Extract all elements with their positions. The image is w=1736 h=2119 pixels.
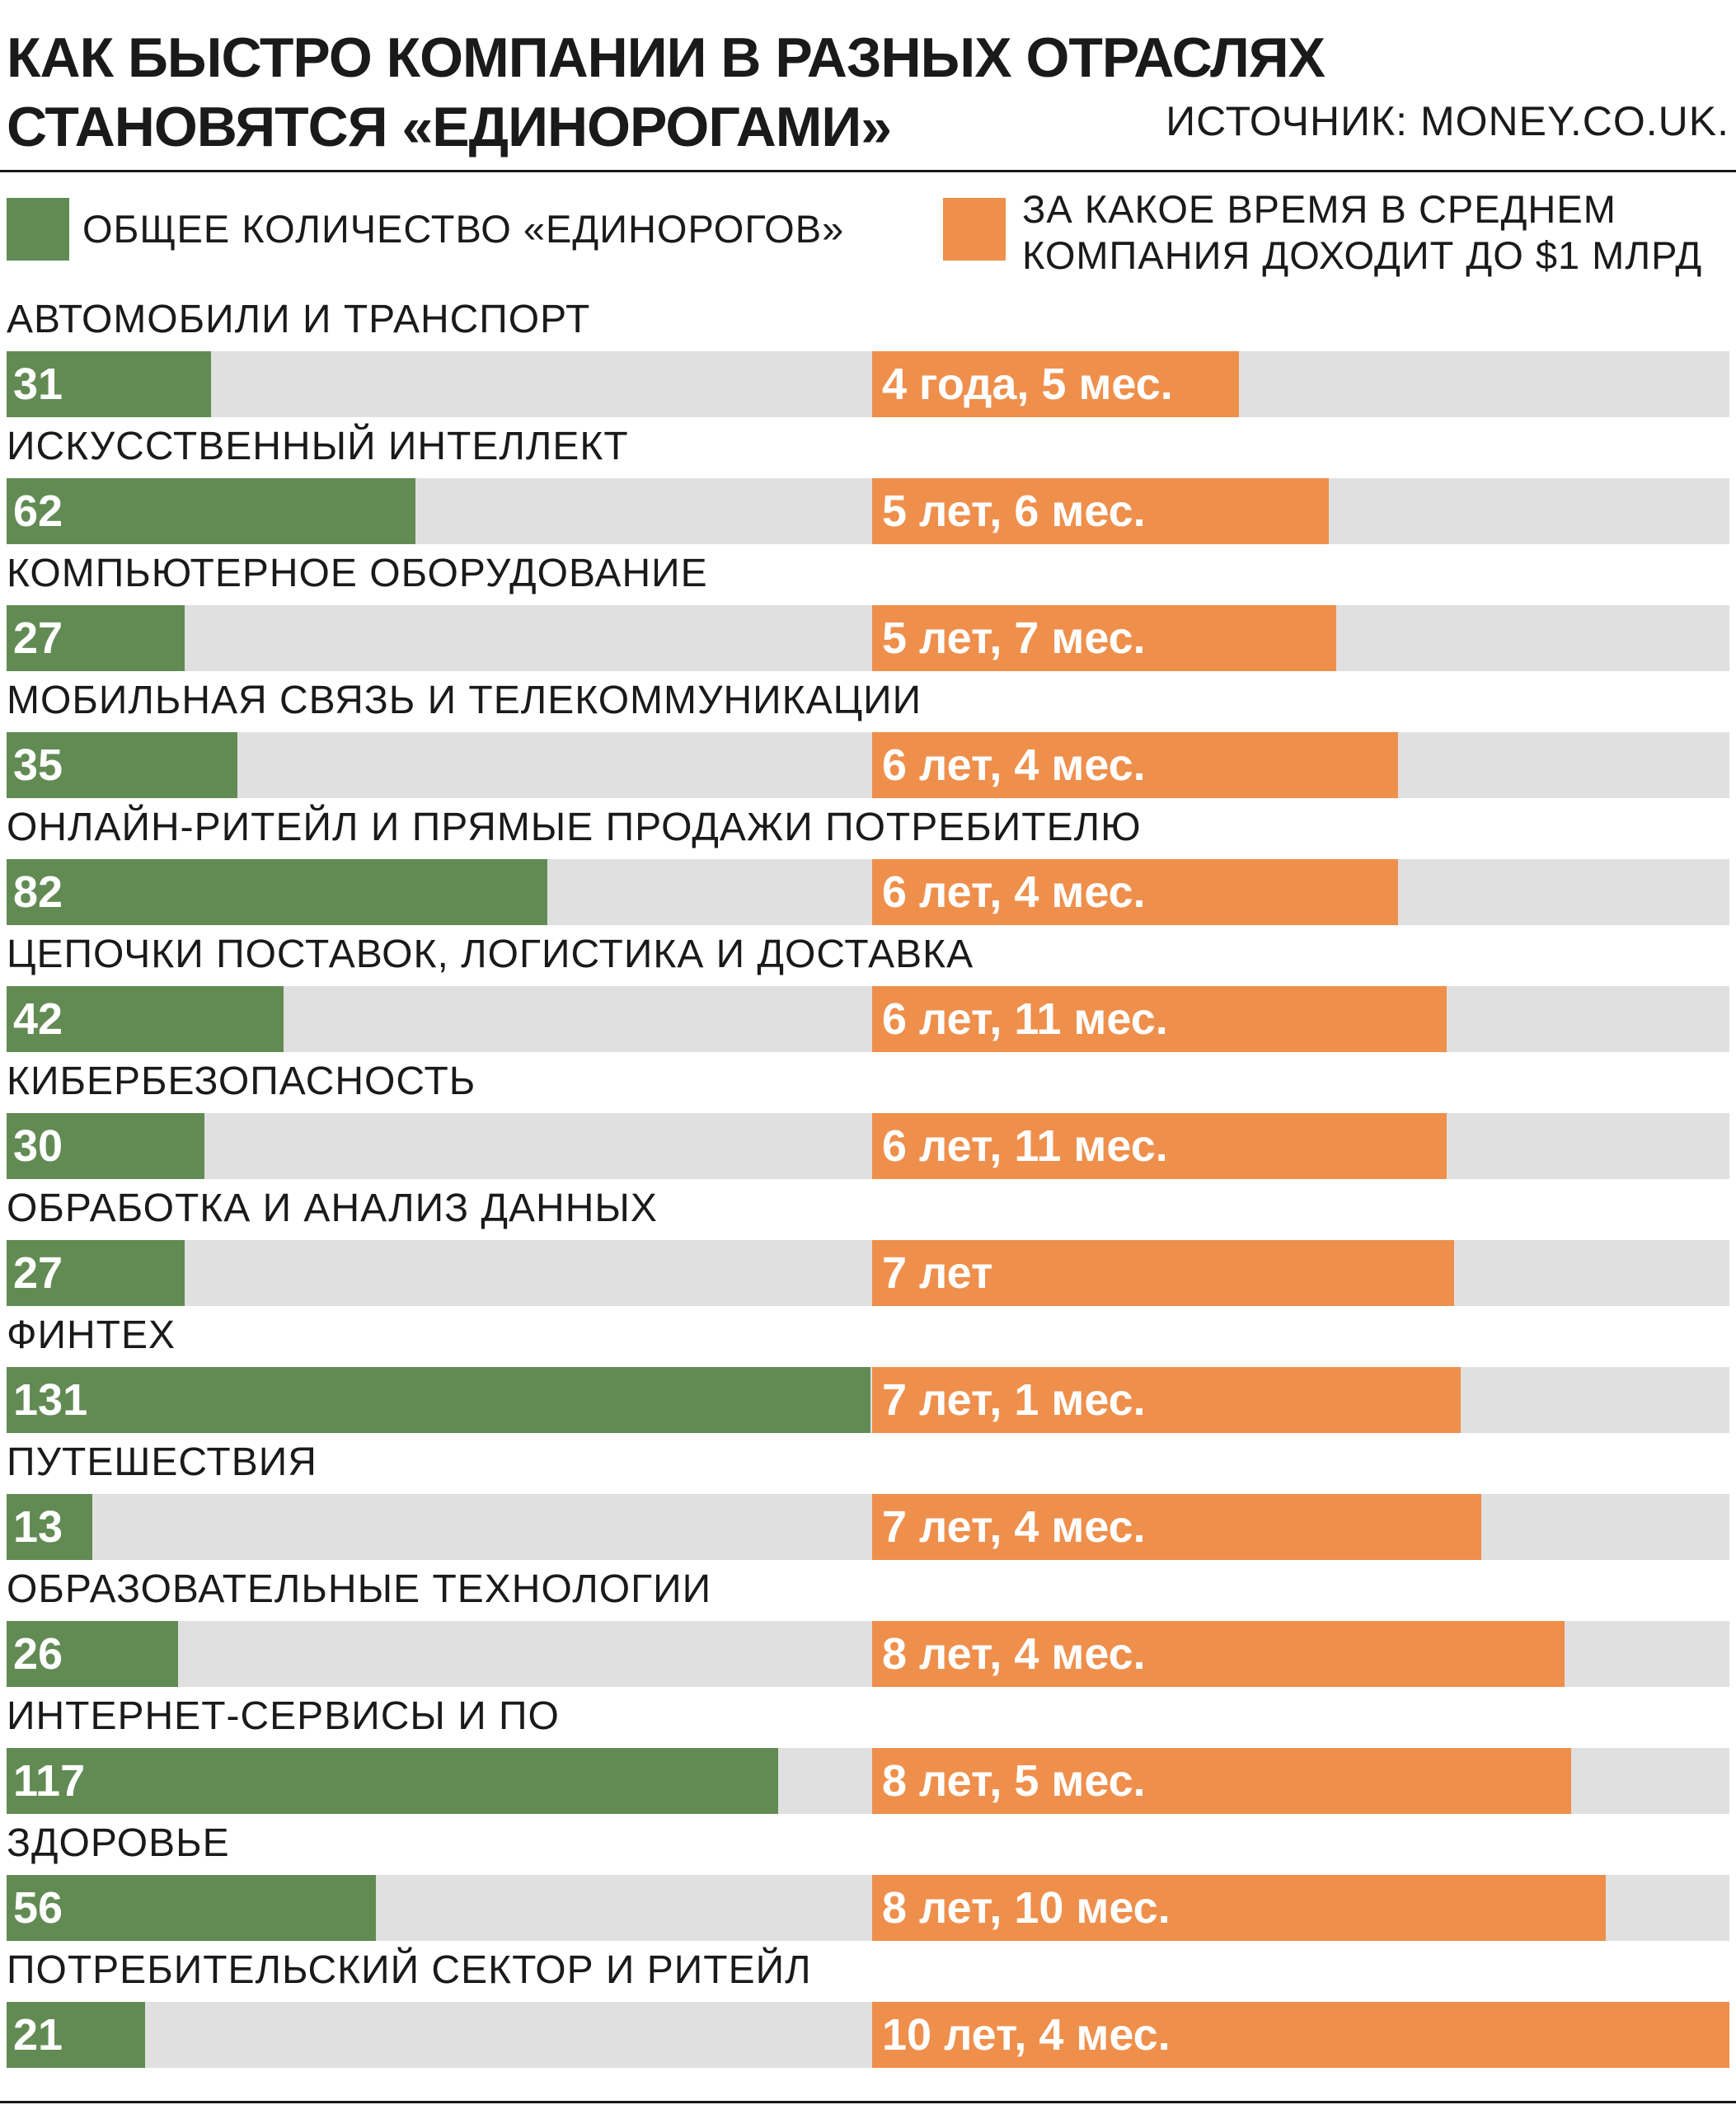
unicorn-count-value: 82 bbox=[13, 867, 63, 917]
time-to-billion-bar bbox=[872, 605, 1336, 671]
category-label: КОМПЬЮТЕРНОЕ ОБОРУДОВАНИЕ bbox=[7, 552, 708, 595]
bar-track bbox=[7, 351, 1729, 417]
legend-swatch-time bbox=[943, 198, 1006, 261]
chart-title: КАК БЫСТРО КОМПАНИИ В РАЗНЫХ ОТРАСЛЯХ СТ… bbox=[7, 23, 1408, 162]
source-note: ИСТОЧНИК: MONEY.CO.UK. bbox=[1166, 98, 1729, 144]
time-to-billion-bar bbox=[872, 1367, 1461, 1433]
unicorn-count-bar bbox=[7, 1494, 92, 1560]
bottom-divider bbox=[0, 2101, 1736, 2103]
unicorn-count-value: 13 bbox=[13, 1502, 63, 1552]
unicorn-count-bar bbox=[7, 986, 284, 1052]
time-to-billion-value: 6 лет, 4 мес. bbox=[882, 740, 1146, 790]
unicorn-count-bar bbox=[7, 2002, 145, 2068]
unicorn-count-value: 117 bbox=[13, 1756, 86, 1806]
category-label: ЗДОРОВЬЕ bbox=[7, 1821, 230, 1865]
time-to-billion-value: 6 лет, 11 мес. bbox=[882, 1121, 1168, 1171]
unicorn-count-bar bbox=[7, 1621, 178, 1687]
time-to-billion-value: 10 лет, 4 мес. bbox=[882, 2010, 1171, 2060]
unicorn-count-bar bbox=[7, 605, 185, 671]
time-to-billion-value: 5 лет, 7 мес. bbox=[882, 613, 1146, 663]
unicorn-count-value: 62 bbox=[13, 486, 63, 536]
unicorn-count-bar bbox=[7, 732, 237, 798]
unicorn-count-bar bbox=[7, 1748, 778, 1814]
time-to-billion-value: 7 лет, 1 мес. bbox=[882, 1375, 1146, 1425]
category-label: ОБРАБОТКА И АНАЛИЗ ДАННЫХ bbox=[7, 1186, 658, 1230]
category-label: ЦЕПОЧКИ ПОСТАВОК, ЛОГИСТИКА И ДОСТАВКА bbox=[7, 933, 974, 976]
time-to-billion-bar bbox=[872, 732, 1399, 798]
unicorn-count-value: 27 bbox=[13, 613, 63, 663]
top-divider bbox=[0, 170, 1736, 172]
time-to-billion-bar bbox=[872, 2002, 1729, 2068]
time-to-billion-bar bbox=[872, 351, 1240, 417]
unicorn-count-bar bbox=[7, 478, 415, 544]
unicorn-count-bar bbox=[7, 1113, 204, 1179]
time-to-billion-value: 5 лет, 6 мес. bbox=[882, 486, 1146, 536]
time-to-billion-value: 6 лет, 4 мес. bbox=[882, 867, 1146, 917]
unicorn-count-value: 35 bbox=[13, 740, 63, 790]
time-to-billion-bar bbox=[872, 1621, 1565, 1687]
category-label: ПОТРЕБИТЕЛЬСКИЙ СЕКТОР И РИТЕЙЛ bbox=[7, 1948, 812, 1992]
category-label: КИБЕРБЕЗОПАСНОСТЬ bbox=[7, 1060, 476, 1103]
category-label: МОБИЛЬНАЯ СВЯЗЬ И ТЕЛЕКОММУНИКАЦИИ bbox=[7, 679, 922, 722]
time-to-billion-value: 7 лет bbox=[882, 1248, 993, 1298]
time-to-billion-value: 8 лет, 5 мес. bbox=[882, 1756, 1146, 1806]
bar-track bbox=[7, 1240, 1729, 1306]
unicorn-count-bar bbox=[7, 1240, 185, 1306]
time-to-billion-bar bbox=[872, 478, 1330, 544]
title-line-2: СТАНОВЯТСЯ «ЕДИНОРОГАМИ» bbox=[7, 96, 892, 158]
title-line-1: КАК БЫСТРО КОМПАНИИ В РАЗНЫХ ОТРАСЛЯХ bbox=[7, 26, 1325, 89]
time-to-billion-bar bbox=[872, 859, 1399, 925]
unicorn-count-value: 131 bbox=[13, 1375, 88, 1425]
legend-label-time-line-1: ЗА КАКОЕ ВРЕМЯ В СРЕДНЕМ bbox=[1022, 187, 1616, 231]
time-to-billion-value: 4 года, 5 мес. bbox=[882, 359, 1173, 409]
category-label: ФИНТЕХ bbox=[7, 1313, 176, 1357]
unicorn-count-value: 27 bbox=[13, 1248, 63, 1298]
unicorn-count-bar bbox=[7, 1367, 870, 1433]
unicorn-count-bar bbox=[7, 351, 211, 417]
category-label: АВТОМОБИЛИ И ТРАНСПОРТ bbox=[7, 298, 591, 341]
category-label: ОБРАЗОВАТЕЛЬНЫЕ ТЕХНОЛОГИИ bbox=[7, 1567, 712, 1611]
category-label: ОНЛАЙН-РИТЕЙЛ И ПРЯМЫЕ ПРОДАЖИ ПОТРЕБИТЕ… bbox=[7, 806, 1142, 849]
legend-label-time: ЗА КАКОЕ ВРЕМЯ В СРЕДНЕМ КОМПАНИЯ ДОХОДИ… bbox=[1022, 186, 1702, 279]
legend-swatch-count bbox=[7, 198, 69, 261]
unicorn-count-bar bbox=[7, 1875, 376, 1941]
unicorn-count-bar bbox=[7, 859, 547, 925]
unicorn-count-value: 31 bbox=[13, 359, 63, 409]
time-to-billion-value: 6 лет, 11 мес. bbox=[882, 994, 1168, 1044]
time-to-billion-value: 8 лет, 10 мес. bbox=[882, 1883, 1171, 1933]
time-to-billion-bar bbox=[872, 1748, 1572, 1814]
unicorn-count-value: 30 bbox=[13, 1121, 63, 1171]
bar-track bbox=[7, 732, 1729, 798]
category-label: ПУТЕШЕСТВИЯ bbox=[7, 1440, 317, 1484]
time-to-billion-value: 7 лет, 4 мес. bbox=[882, 1502, 1146, 1552]
category-label: ИНТЕРНЕТ-СЕРВИСЫ И ПО bbox=[7, 1694, 560, 1738]
time-to-billion-bar bbox=[872, 1240, 1454, 1306]
category-label: ИСКУССТВЕННЫЙ ИНТЕЛЛЕКТ bbox=[7, 425, 629, 468]
bar-track bbox=[7, 605, 1729, 671]
time-to-billion-value: 8 лет, 4 мес. bbox=[882, 1629, 1146, 1679]
time-to-billion-bar bbox=[872, 1113, 1447, 1179]
time-to-billion-bar bbox=[872, 1875, 1607, 1941]
bar-track bbox=[7, 1113, 1729, 1179]
legend-label-count: ОБЩЕЕ КОЛИЧЕСТВО «ЕДИНОРОГОВ» bbox=[82, 207, 845, 251]
unicorn-count-value: 26 bbox=[13, 1629, 63, 1679]
unicorn-count-value: 56 bbox=[13, 1883, 63, 1933]
time-to-billion-bar bbox=[872, 986, 1447, 1052]
legend-label-time-line-2: КОМПАНИЯ ДОХОДИТ ДО $1 МЛРД bbox=[1022, 233, 1703, 277]
time-to-billion-bar bbox=[872, 1494, 1482, 1560]
unicorn-count-value: 21 bbox=[13, 2010, 63, 2060]
unicorn-count-value: 42 bbox=[13, 994, 63, 1044]
